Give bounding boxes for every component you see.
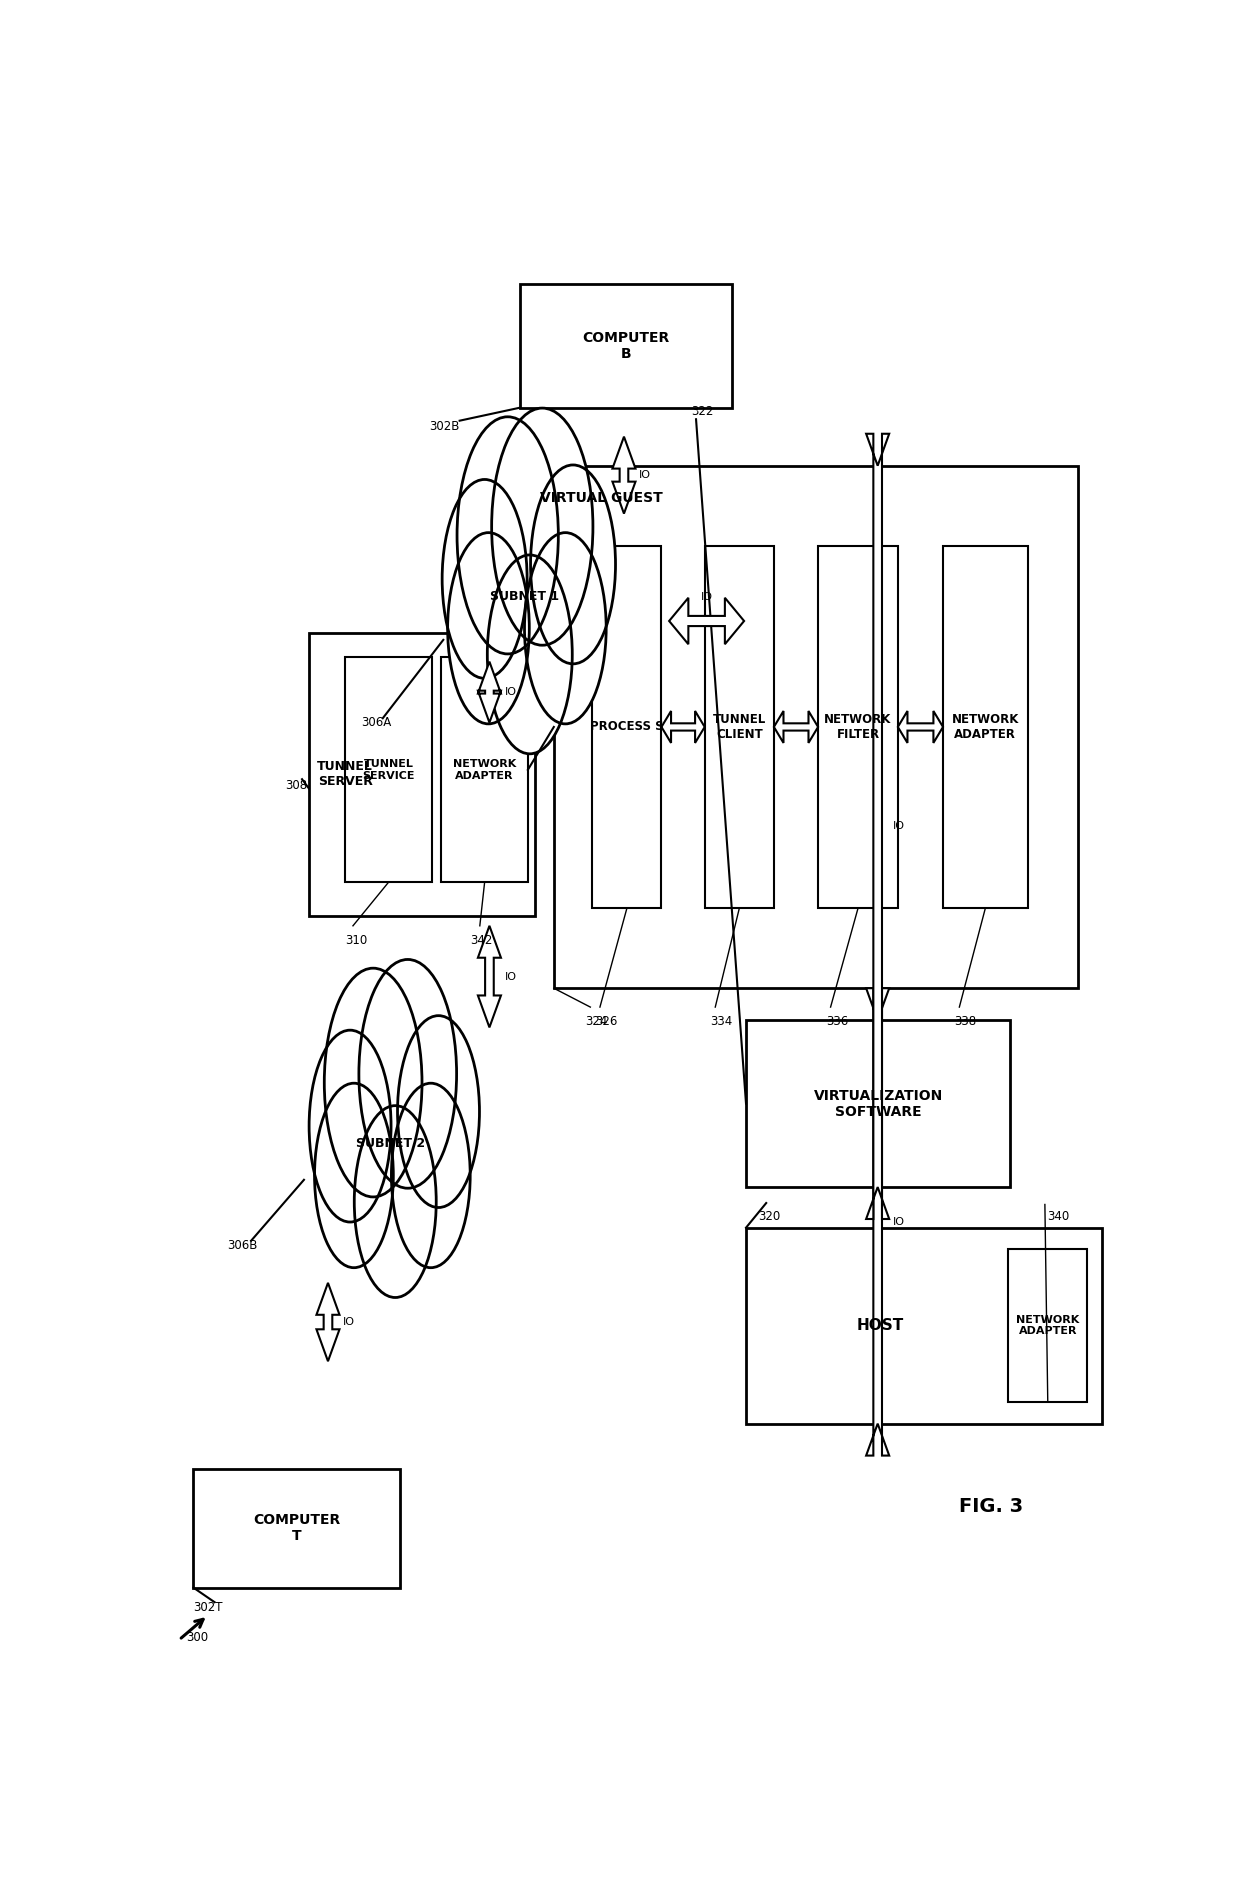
Text: 306A: 306A xyxy=(362,716,392,729)
Text: SUBNET 2: SUBNET 2 xyxy=(356,1137,425,1150)
Ellipse shape xyxy=(458,417,558,654)
Polygon shape xyxy=(670,598,744,645)
Bar xyxy=(441,658,528,882)
Bar xyxy=(554,466,1078,988)
Bar xyxy=(521,285,732,407)
Polygon shape xyxy=(661,711,704,743)
Ellipse shape xyxy=(398,1016,480,1208)
Text: 310: 310 xyxy=(345,933,367,946)
Polygon shape xyxy=(866,988,889,1455)
Ellipse shape xyxy=(325,969,422,1197)
Text: TUNNEL
SERVICE: TUNNEL SERVICE xyxy=(362,760,414,780)
Text: VIRTUALIZATION
SOFTWARE: VIRTUALIZATION SOFTWARE xyxy=(813,1088,942,1118)
Polygon shape xyxy=(477,662,501,722)
Ellipse shape xyxy=(531,466,615,664)
Bar xyxy=(345,658,432,882)
Text: TUNNEL
SERVER: TUNNEL SERVER xyxy=(317,760,373,788)
Ellipse shape xyxy=(315,1084,393,1269)
Text: NETWORK
ADAPTER: NETWORK ADAPTER xyxy=(1016,1316,1079,1336)
Text: IO: IO xyxy=(505,688,517,697)
Text: 300: 300 xyxy=(186,1631,208,1644)
Text: NETWORK
ADAPTER: NETWORK ADAPTER xyxy=(951,713,1019,741)
Text: IO: IO xyxy=(893,822,905,831)
Ellipse shape xyxy=(491,407,593,645)
Bar xyxy=(193,1468,401,1587)
Bar xyxy=(1008,1250,1087,1402)
Bar xyxy=(309,633,534,916)
Text: IO: IO xyxy=(893,1218,905,1227)
Text: FIG. 3: FIG. 3 xyxy=(959,1497,1023,1516)
Ellipse shape xyxy=(443,479,527,679)
Polygon shape xyxy=(866,434,889,1220)
Text: IO: IO xyxy=(505,971,517,982)
Text: IO: IO xyxy=(640,469,651,481)
Text: COMPUTER
B: COMPUTER B xyxy=(583,332,670,362)
Bar xyxy=(704,545,774,909)
Ellipse shape xyxy=(448,533,529,724)
Polygon shape xyxy=(774,711,818,743)
Text: 322: 322 xyxy=(691,405,713,418)
Text: 336: 336 xyxy=(826,1016,848,1027)
Ellipse shape xyxy=(392,1084,470,1269)
Text: COMPUTER
T: COMPUTER T xyxy=(253,1514,340,1544)
Text: HOST: HOST xyxy=(857,1318,904,1333)
Text: 324: 324 xyxy=(585,1016,608,1027)
Text: 320: 320 xyxy=(759,1210,781,1223)
Ellipse shape xyxy=(525,533,606,724)
Text: IO: IO xyxy=(701,592,713,601)
Ellipse shape xyxy=(355,1106,436,1297)
Text: 302B: 302B xyxy=(429,420,459,434)
Bar xyxy=(746,1227,1101,1423)
Bar xyxy=(746,1020,1011,1188)
Text: IO: IO xyxy=(343,1318,356,1327)
Polygon shape xyxy=(316,1284,340,1361)
Ellipse shape xyxy=(358,959,456,1188)
Text: TUNNEL
CLIENT: TUNNEL CLIENT xyxy=(713,713,766,741)
Text: PROCESS S: PROCESS S xyxy=(590,720,663,733)
Text: 306B: 306B xyxy=(227,1238,258,1252)
Text: NETWORK
ADAPTER: NETWORK ADAPTER xyxy=(453,760,516,780)
Text: 326: 326 xyxy=(595,1016,618,1027)
Text: SUBNET 1: SUBNET 1 xyxy=(491,590,559,603)
Polygon shape xyxy=(898,711,942,743)
Text: 308: 308 xyxy=(285,779,306,792)
Text: 338: 338 xyxy=(955,1016,977,1027)
Text: NETWORK
FILTER: NETWORK FILTER xyxy=(825,713,892,741)
Polygon shape xyxy=(477,926,501,1027)
Ellipse shape xyxy=(487,554,573,754)
Text: 342: 342 xyxy=(470,933,492,946)
Bar xyxy=(593,545,661,909)
Text: 302T: 302T xyxy=(193,1602,223,1614)
Polygon shape xyxy=(613,437,635,513)
Text: VIRTUAL GUEST: VIRTUAL GUEST xyxy=(541,490,663,505)
Text: 334: 334 xyxy=(711,1016,733,1027)
Bar xyxy=(942,545,1028,909)
Ellipse shape xyxy=(309,1031,391,1221)
Text: 340: 340 xyxy=(1047,1210,1069,1223)
Bar xyxy=(818,545,898,909)
